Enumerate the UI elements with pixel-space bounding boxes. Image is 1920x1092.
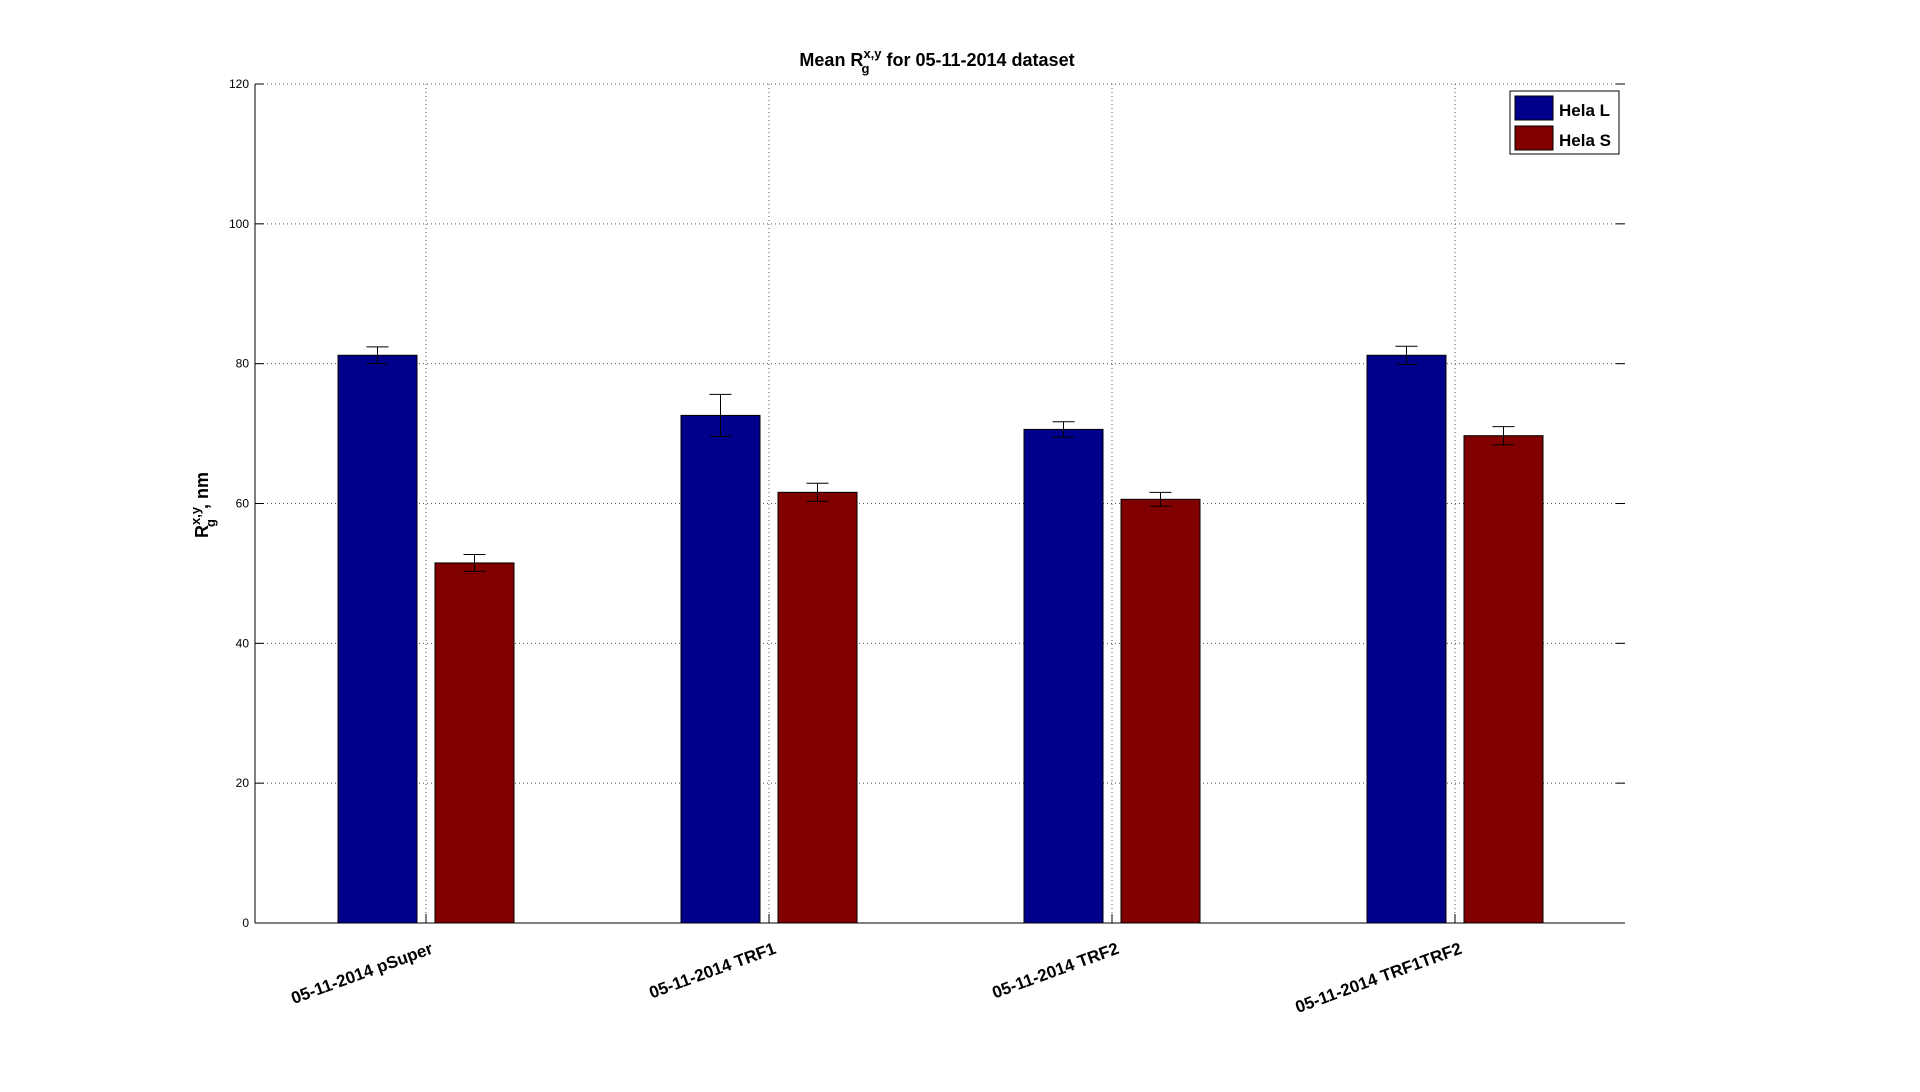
y-tick-label: 20: [236, 776, 250, 790]
bar-hela-l-0: [337, 354, 418, 924]
y-tick-label: 0: [242, 916, 249, 930]
bar-hela-l-2: [1023, 428, 1104, 924]
chart-title: Mean Rx,y g for 05-11-2014 dataset: [799, 46, 1074, 76]
legend-label-hela-s: Hela S: [1559, 131, 1611, 150]
y-tick-label: 60: [236, 497, 250, 511]
x-category-label: 05-11-2014 TRF1TRF2: [1293, 939, 1465, 1017]
bar-hela-s-2: [1120, 498, 1201, 924]
bar-hela-s-3: [1463, 435, 1544, 924]
bar-hela-l-1: [680, 414, 761, 924]
bar-hela-s-1: [777, 491, 858, 924]
y-tick-label: 80: [236, 357, 250, 371]
bars: [337, 354, 1544, 924]
legend-swatch-hela-l: [1514, 95, 1554, 121]
y-tick-label: 40: [236, 636, 250, 650]
x-category-label: 05-11-2014 TRF1: [647, 939, 779, 1002]
y-tick-label: 120: [229, 77, 249, 91]
legend-swatch-hela-s: [1514, 125, 1554, 151]
bar-hela-l-3: [1366, 354, 1447, 924]
x-category-label: 05-11-2014 pSuper: [289, 939, 436, 1008]
legend: Hela L Hela S: [1509, 90, 1620, 155]
y-tick-label: 100: [229, 217, 249, 231]
legend-label-hela-l: Hela L: [1559, 101, 1610, 120]
bar-hela-s-0: [434, 562, 515, 924]
error-bars: [366, 345, 1515, 572]
y-axis-label: Rx,yg, nm: [188, 472, 218, 538]
x-category-label: 05-11-2014 TRF2: [990, 939, 1122, 1002]
